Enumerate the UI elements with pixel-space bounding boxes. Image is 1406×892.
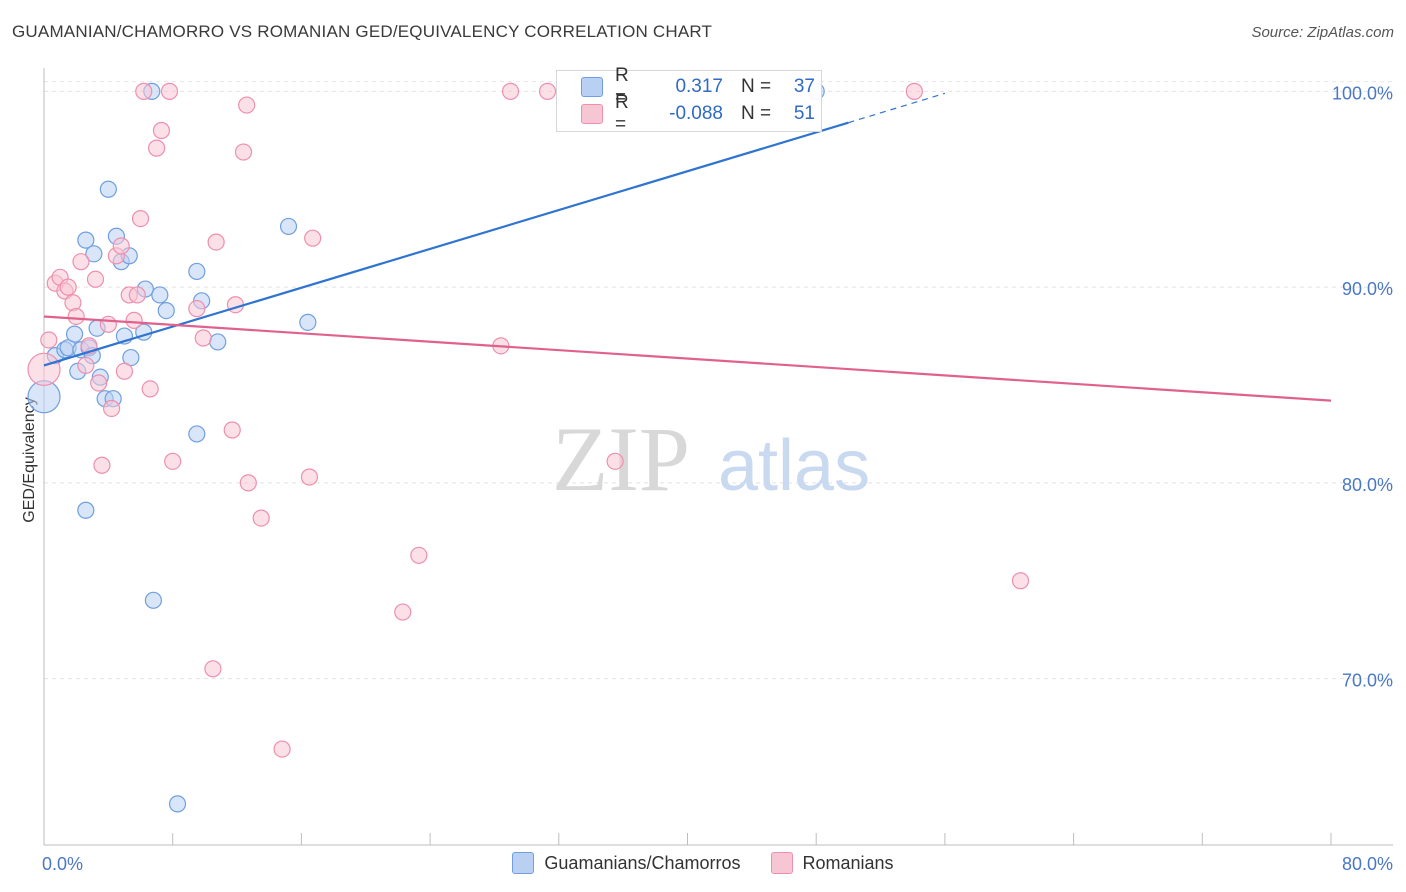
legend-swatch-romanian	[581, 104, 603, 124]
data-point	[151, 286, 169, 304]
data-point	[90, 374, 108, 392]
series-swatch-guamanian	[512, 852, 535, 874]
data-point	[72, 253, 90, 271]
data-point	[279, 217, 298, 236]
data-point	[304, 229, 322, 247]
legend-r-value: 0.317	[675, 76, 723, 97]
series-points-guamanian	[27, 82, 825, 813]
data-point	[164, 452, 182, 470]
data-point	[394, 603, 412, 621]
data-point	[77, 501, 95, 519]
trend-line-romanian	[43, 315, 1332, 402]
series-legend: Guamanians/Chamorros Romanians	[0, 852, 1406, 874]
data-point	[144, 591, 162, 609]
axes	[43, 68, 1393, 846]
x-tick-label-end: 80.0%	[1342, 854, 1393, 874]
data-point	[223, 421, 241, 439]
trend-lines	[43, 92, 1332, 402]
legend-n-value: 51	[793, 103, 815, 124]
legend-swatch-guamanian	[581, 77, 603, 97]
data-point	[67, 307, 85, 326]
data-point	[188, 300, 206, 318]
data-point	[102, 399, 121, 418]
series-points-romanian	[27, 82, 1030, 758]
trend-line-guamanian	[43, 121, 849, 367]
data-point	[125, 311, 143, 329]
legend-n-label: N =	[741, 76, 772, 97]
watermark: ZIP atlas	[552, 408, 870, 510]
data-point	[148, 139, 166, 157]
data-point	[115, 362, 134, 380]
data-point	[65, 325, 84, 343]
data-point	[128, 286, 146, 304]
data-point	[207, 233, 225, 251]
data-point	[152, 121, 171, 140]
data-point	[209, 333, 227, 351]
data-point	[131, 210, 150, 228]
data-point	[99, 180, 117, 198]
data-point	[300, 468, 319, 486]
data-point	[85, 245, 103, 263]
data-point	[299, 313, 317, 331]
data-point	[501, 82, 520, 100]
y-tick-label: 90.0%	[1342, 279, 1393, 299]
correlation-legend: R = 0.317 N = 37 R = -0.088 N = 51	[556, 65, 822, 135]
data-point	[160, 82, 179, 100]
data-point	[410, 546, 428, 564]
data-point	[234, 143, 253, 161]
data-point	[40, 331, 58, 349]
legend-row-romanian: R = -0.088 N = 51	[581, 92, 815, 135]
data-point	[188, 262, 206, 281]
series-legend-romanian[interactable]: Romanians	[770, 852, 894, 874]
legend-row-guamanian: R = 0.317 N = 37	[581, 65, 815, 108]
legend-n-label: N =	[741, 103, 772, 124]
source-label: Source: ZipAtlas.com	[1251, 24, 1394, 41]
data-point	[252, 509, 270, 527]
data-point	[77, 356, 95, 375]
data-point	[59, 278, 77, 296]
data-point	[538, 82, 557, 100]
data-point	[1011, 572, 1030, 590]
y-tick-label: 70.0%	[1342, 671, 1393, 691]
data-point	[905, 82, 923, 100]
data-point	[141, 380, 159, 398]
data-point	[112, 237, 130, 255]
data-point	[27, 352, 61, 386]
data-point	[606, 452, 624, 470]
data-point	[135, 82, 153, 100]
series-label-guamanian: Guamanians/Chamorros	[544, 852, 741, 873]
legend-r-label: R =	[615, 65, 629, 108]
legend-n-value: 37	[793, 76, 815, 97]
watermark-atlas: atlas	[718, 426, 870, 506]
gridlines	[44, 81, 1393, 680]
data-point	[99, 315, 117, 333]
series-swatch-romanian	[770, 852, 793, 874]
y-tick-label: 100.0%	[1332, 83, 1393, 103]
legend-r-value: -0.088	[669, 103, 723, 124]
data-point	[238, 96, 256, 114]
x-tick-label-start: 0.0%	[42, 854, 83, 874]
data-point	[93, 456, 111, 474]
series-legend-guamanian[interactable]: Guamanians/Chamorros	[512, 852, 741, 874]
trend-line-guamanian-extension	[848, 92, 946, 124]
data-point	[157, 302, 175, 320]
data-point	[188, 425, 206, 443]
tick-labels: 100.0% 90.0% 80.0% 70.0% 0.0% 80.0%	[42, 83, 1393, 874]
data-point	[239, 474, 257, 492]
data-point	[194, 329, 212, 347]
data-point	[86, 270, 105, 288]
chart-title: GUAMANIAN/CHAMORRO VS ROMANIAN GED/EQUIV…	[12, 22, 713, 41]
legend-r-label: R =	[615, 92, 629, 135]
data-point	[204, 660, 222, 678]
data-point	[77, 231, 95, 249]
series-label-romanian: Romanians	[802, 852, 894, 873]
data-points	[27, 82, 1030, 813]
data-point	[168, 795, 187, 813]
y-tick-label: 80.0%	[1342, 475, 1393, 495]
data-point	[273, 740, 291, 758]
